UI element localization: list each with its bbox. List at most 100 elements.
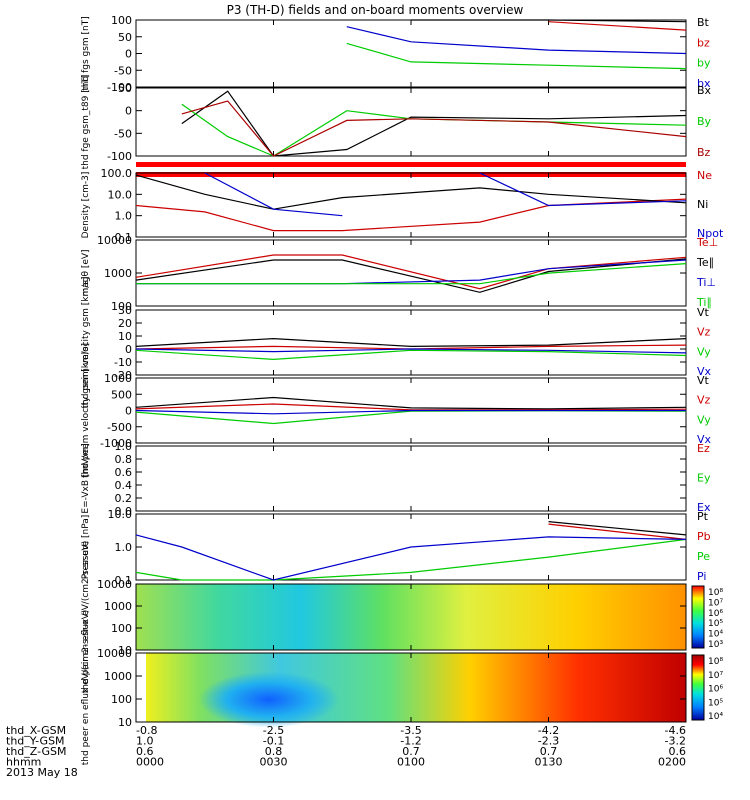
y-tick-label: 10000 (97, 578, 132, 591)
legend-Vy: Vy (697, 345, 711, 358)
y-tick-label: -500 (107, 421, 132, 434)
status-bar-secondary (136, 162, 686, 167)
y-tick-label: 0 (125, 405, 132, 418)
y-tick-label: -20 (114, 369, 132, 382)
colorbar-label: 10⁷ (708, 671, 723, 681)
y-tick-label: -50 (114, 127, 132, 140)
y-axis-label: E=-VxB [mV/m] (81, 443, 91, 513)
panel-frame-fgs (135, 19, 687, 88)
series-line-peim-Vx (135, 348, 687, 354)
y-tick-label: -1000 (100, 437, 132, 450)
y-tick-label: -50 (114, 64, 132, 77)
panel-temp: 10000 1000 100 magθ [eV] Te⊥ Te∥ Ti⊥ Ti∥ (81, 234, 718, 313)
footer-row-label: thd_X-GSM (6, 724, 66, 737)
y-tick-label: 50 (118, 31, 132, 44)
legend-Pt: Pt (697, 510, 709, 523)
figure-title: P3 (TH-D) fields and on-board moments ov… (227, 3, 524, 17)
footer-value: -4.6 (665, 724, 686, 737)
y-tick-label: 30 (118, 304, 132, 317)
y-tick-label: 100 (111, 14, 132, 27)
footer-value: 0030 (260, 756, 288, 769)
footer-value: -3.2 (665, 735, 686, 748)
legend-Vz: Vz (697, 394, 711, 407)
y-tick-label: 1000 (104, 600, 132, 613)
colorbar-label: 10⁴ (708, 630, 723, 640)
y-axis-label: thd peer en eflux eV/(cm2-s-sr-eV) (81, 610, 91, 765)
series-line-peim-Vt (135, 337, 687, 348)
y-tick-label: 0.2 (115, 492, 133, 505)
footer-value: 0.7 (402, 745, 420, 758)
series-line-fge-Bx (181, 90, 687, 157)
y-tick-label: 10 (118, 330, 132, 343)
panel-fgs: 100 50 0 -50 -100 thd fgs gsm [nT] Bt bz by bx (81, 14, 711, 94)
series-line-temp-Ti∥ (136, 263, 687, 285)
footer-value: -2.5 (263, 724, 284, 737)
y-tick-label: -100 (107, 150, 132, 163)
footer-value: 0.6 (669, 745, 687, 758)
series-line-density-Ni (135, 174, 687, 210)
legend-Vz: Vz (697, 326, 711, 339)
series-line-pressure-Pi (135, 534, 687, 581)
footer-row-label: hhmm (6, 756, 41, 769)
panel-pressure: 10.0 1.0 0.1 Pressure [nPa] Pt Pb Pe Pi (81, 508, 711, 587)
footer-row-label: thd_Y-GSM (6, 735, 65, 748)
colorbar-label: 10⁸ (708, 657, 723, 667)
series-line-peem-Vt (135, 396, 687, 410)
legend-Vt: Vt (697, 306, 710, 319)
colorbar-label: 10³ (708, 640, 723, 650)
legend-Te⊥: Te⊥ (696, 236, 718, 249)
colorbar-label: 10⁷ (708, 598, 723, 608)
footer-value: -0.1 (263, 735, 284, 748)
series-line-fge-By (181, 103, 687, 157)
y-axis-label: Pressure [nPa] (81, 515, 91, 580)
legend-Ez: Ez (697, 442, 710, 455)
y-tick-label: 1000 (104, 372, 132, 385)
y-tick-label: 1000 (104, 670, 132, 683)
y-tick-label: 0.0 (115, 505, 133, 518)
y-tick-label: 10.0 (108, 508, 133, 521)
y-axis-label: Density [cm-3] (81, 172, 91, 239)
legend-Vx: Vx (697, 365, 712, 378)
y-tick-label: 100.0 (101, 167, 133, 180)
series-line-pressure-Pt (548, 521, 687, 536)
colorbar-label: 10⁶ (708, 609, 723, 619)
heatmap-peir (136, 584, 686, 650)
footer-value: -4.2 (538, 724, 559, 737)
y-tick-label: 100 (111, 300, 132, 313)
y-tick-label: 0.1 (115, 574, 133, 587)
y-tick-label: 0 (125, 105, 132, 118)
legend-bx: bx (697, 77, 711, 90)
footer: thd_X-GSM -0.8 -2.5 -3.5 -4.2 -4.6 thd_Y-GSM 1.… (6, 724, 686, 779)
colorbar-label: 10⁶ (708, 685, 723, 695)
legend-Ex: Ex (697, 501, 711, 514)
y-tick-label: 1.0 (115, 210, 133, 223)
y-tick-label: 1.0 (115, 440, 133, 453)
footer-value: -3.5 (400, 724, 421, 737)
legend-By: By (697, 115, 712, 128)
legend-Npot: Npot (697, 227, 724, 240)
footer-value: 0.6 (136, 745, 154, 758)
y-axis-label: thd fgs gsm [nT] (81, 16, 91, 91)
series-line-peim-Vy (135, 349, 687, 361)
legend-by: by (697, 57, 711, 70)
legend-bz: bz (697, 36, 710, 49)
legend-Ti∥: Ti∥ (696, 296, 712, 309)
y-tick-label: 20 (118, 317, 132, 330)
legend-Bz: Bz (697, 146, 711, 159)
y-tick-label: 50 (118, 82, 132, 95)
legend-Te∥: Te∥ (696, 256, 714, 269)
footer-value: -0.8 (136, 724, 157, 737)
series-line-density-Npot (204, 172, 687, 217)
colorbar-label: 10⁴ (708, 712, 723, 722)
series-line-fgs-bz (548, 21, 687, 31)
panel-density: 100.0 10.0 1.0 0.1 Density [cm-3] Ne Ni Npot (81, 167, 724, 244)
y-tick-label: 10000 (97, 647, 132, 660)
y-tick-label: 10 (118, 716, 132, 729)
y-tick-label: 0 (125, 343, 132, 356)
panel-frame-temp (135, 239, 687, 307)
colorbar-label: 10⁵ (708, 698, 723, 708)
series-line-temp-Te∥ (135, 258, 687, 293)
